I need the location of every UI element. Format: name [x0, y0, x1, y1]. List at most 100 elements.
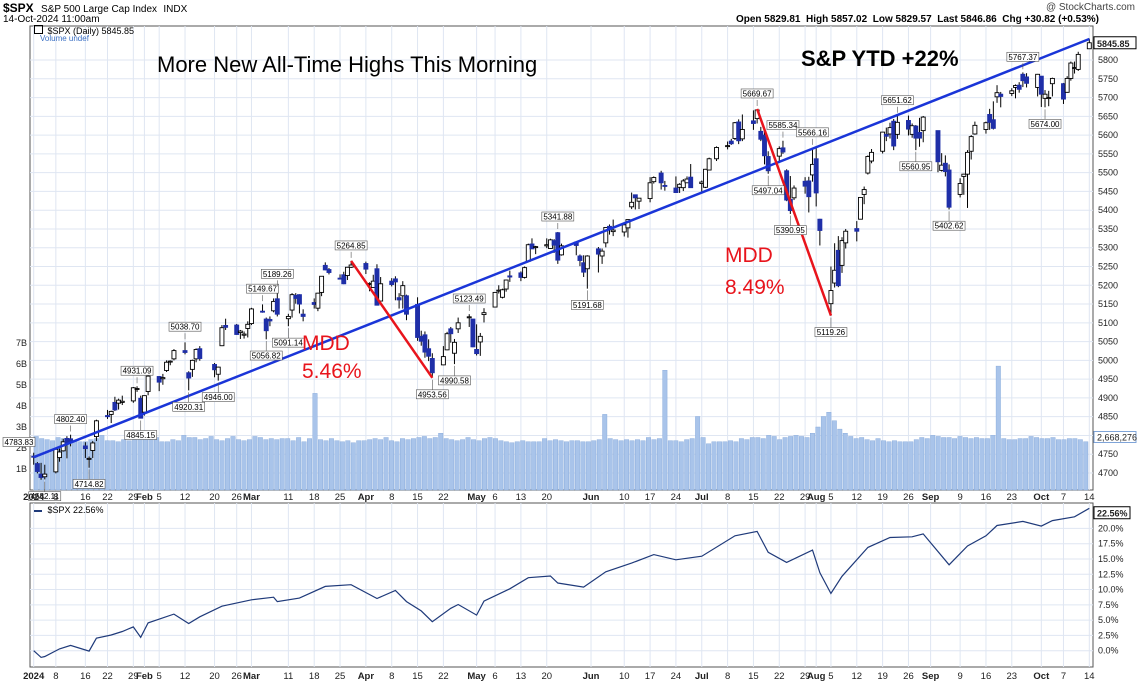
- price-legend-swatch: [34, 25, 43, 34]
- perf-legend: $SPX 22.56%: [34, 505, 104, 515]
- perf-x-tick: 7: [1061, 671, 1066, 682]
- volume-bar: [378, 439, 384, 491]
- price-label-box: [201, 392, 235, 402]
- candle-up: [319, 275, 325, 293]
- price-x-tick: 15: [412, 492, 423, 503]
- volume-bar: [574, 440, 580, 491]
- volume-bar: [432, 437, 438, 491]
- volume-bar: [722, 441, 728, 491]
- volume-bar: [695, 416, 701, 491]
- candle-down: [577, 255, 583, 261]
- candle-down: [300, 313, 306, 317]
- volume-bar: [673, 440, 679, 491]
- volume-bar: [651, 439, 657, 491]
- volume-bar: [350, 442, 356, 491]
- price-last-label: 5845.85: [1097, 39, 1130, 49]
- candle-down: [326, 269, 332, 273]
- perf-tick-label: 7.5%: [1098, 600, 1119, 610]
- perf-tick-label: 2.5%: [1098, 630, 1119, 640]
- volume-bar: [553, 439, 558, 491]
- open-value: Open 5829.81: [735, 14, 801, 25]
- price-x-tick: Sep: [922, 492, 940, 503]
- candle-down: [998, 93, 1004, 97]
- volume-bar: [77, 441, 83, 491]
- volume-bar: [766, 435, 772, 491]
- volume-bar: [246, 439, 252, 491]
- volume-bar: [924, 438, 930, 491]
- volume-bar: [482, 438, 487, 491]
- candle-up: [629, 201, 635, 208]
- volume-bar: [607, 438, 613, 491]
- volume-bar: [252, 436, 258, 491]
- price-tick-label: 5300: [1098, 243, 1118, 253]
- candle-down: [274, 298, 280, 315]
- candle-up: [130, 387, 136, 402]
- price-label: 4783.83: [5, 438, 34, 447]
- volume-bar: [542, 438, 548, 491]
- price-tick-label: 5500: [1098, 168, 1118, 178]
- price-x-tick: 26: [231, 492, 242, 503]
- volume-bar: [870, 440, 876, 491]
- volume-bar: [886, 441, 892, 491]
- volume-bar: [760, 438, 766, 491]
- candle-down: [234, 324, 240, 335]
- candle-down: [883, 133, 889, 137]
- volume-bar: [591, 440, 597, 491]
- price-x-tick: 8: [53, 492, 58, 503]
- volume-bar: [564, 441, 569, 491]
- volume-bar: [383, 437, 389, 491]
- perf-x-tick: Oct: [1033, 671, 1050, 682]
- headline-annotation: More New All-Time Highs This Morning: [157, 52, 537, 77]
- price-x-tick: 16: [80, 492, 91, 503]
- mdd-value-2: 8.49%: [725, 276, 785, 299]
- volume-bar: [536, 441, 542, 491]
- volume-bar: [1006, 439, 1012, 491]
- price-tick-label: 5550: [1098, 149, 1118, 159]
- candle-up: [452, 341, 457, 354]
- volume-bar: [602, 414, 608, 491]
- price-x-tick: 10: [619, 492, 630, 503]
- volume-bar: [810, 433, 815, 491]
- volume-bar: [782, 437, 788, 491]
- perf-legend-label: $SPX 22.56%: [47, 505, 104, 515]
- mdd-label-2: MDD: [725, 244, 773, 267]
- volume-bar: [717, 441, 722, 491]
- volume-bar: [558, 440, 564, 491]
- mdd-value-1: 5.46%: [302, 360, 362, 383]
- volume-bar: [984, 438, 990, 491]
- perf-x-tick: 8: [725, 671, 730, 682]
- candle-up: [93, 420, 99, 438]
- volume-bar: [186, 437, 192, 491]
- volume-bar: [831, 420, 837, 491]
- candle-up: [348, 264, 354, 268]
- candle-down: [1024, 76, 1030, 84]
- price-label: 4931.09: [123, 367, 152, 376]
- candle-up: [444, 333, 450, 351]
- volume-bar: [318, 439, 323, 491]
- candle-down: [223, 324, 229, 328]
- price-x-tick: 5: [157, 492, 162, 503]
- volume-bar: [498, 440, 504, 491]
- last-value: Last 5846.86: [937, 14, 997, 25]
- volume-bar: [394, 441, 400, 491]
- volume-bar: [684, 439, 690, 491]
- price-label: 5056.82: [252, 352, 281, 361]
- candle-down: [182, 350, 188, 353]
- candle-down: [156, 376, 162, 383]
- price-tick-label: 5750: [1098, 74, 1118, 84]
- volume-bar: [438, 433, 444, 491]
- price-x-tick: Aug: [807, 492, 826, 503]
- candle-down: [267, 318, 273, 322]
- price-tick-label: 5450: [1098, 186, 1118, 196]
- perf-x-tick: 8: [53, 671, 58, 682]
- price-label-box: [272, 337, 305, 348]
- candle-down: [1038, 75, 1044, 95]
- price-label: 5560.95: [901, 162, 930, 171]
- volume-bar: [44, 439, 50, 491]
- perf-x-tick: 12: [180, 671, 191, 682]
- price-x-tick: Jul: [695, 492, 709, 503]
- drawdown-line-1: [350, 260, 434, 379]
- candle-down: [186, 372, 192, 379]
- volume-bar: [1066, 438, 1072, 491]
- volume-tick-label: 1B: [16, 464, 27, 474]
